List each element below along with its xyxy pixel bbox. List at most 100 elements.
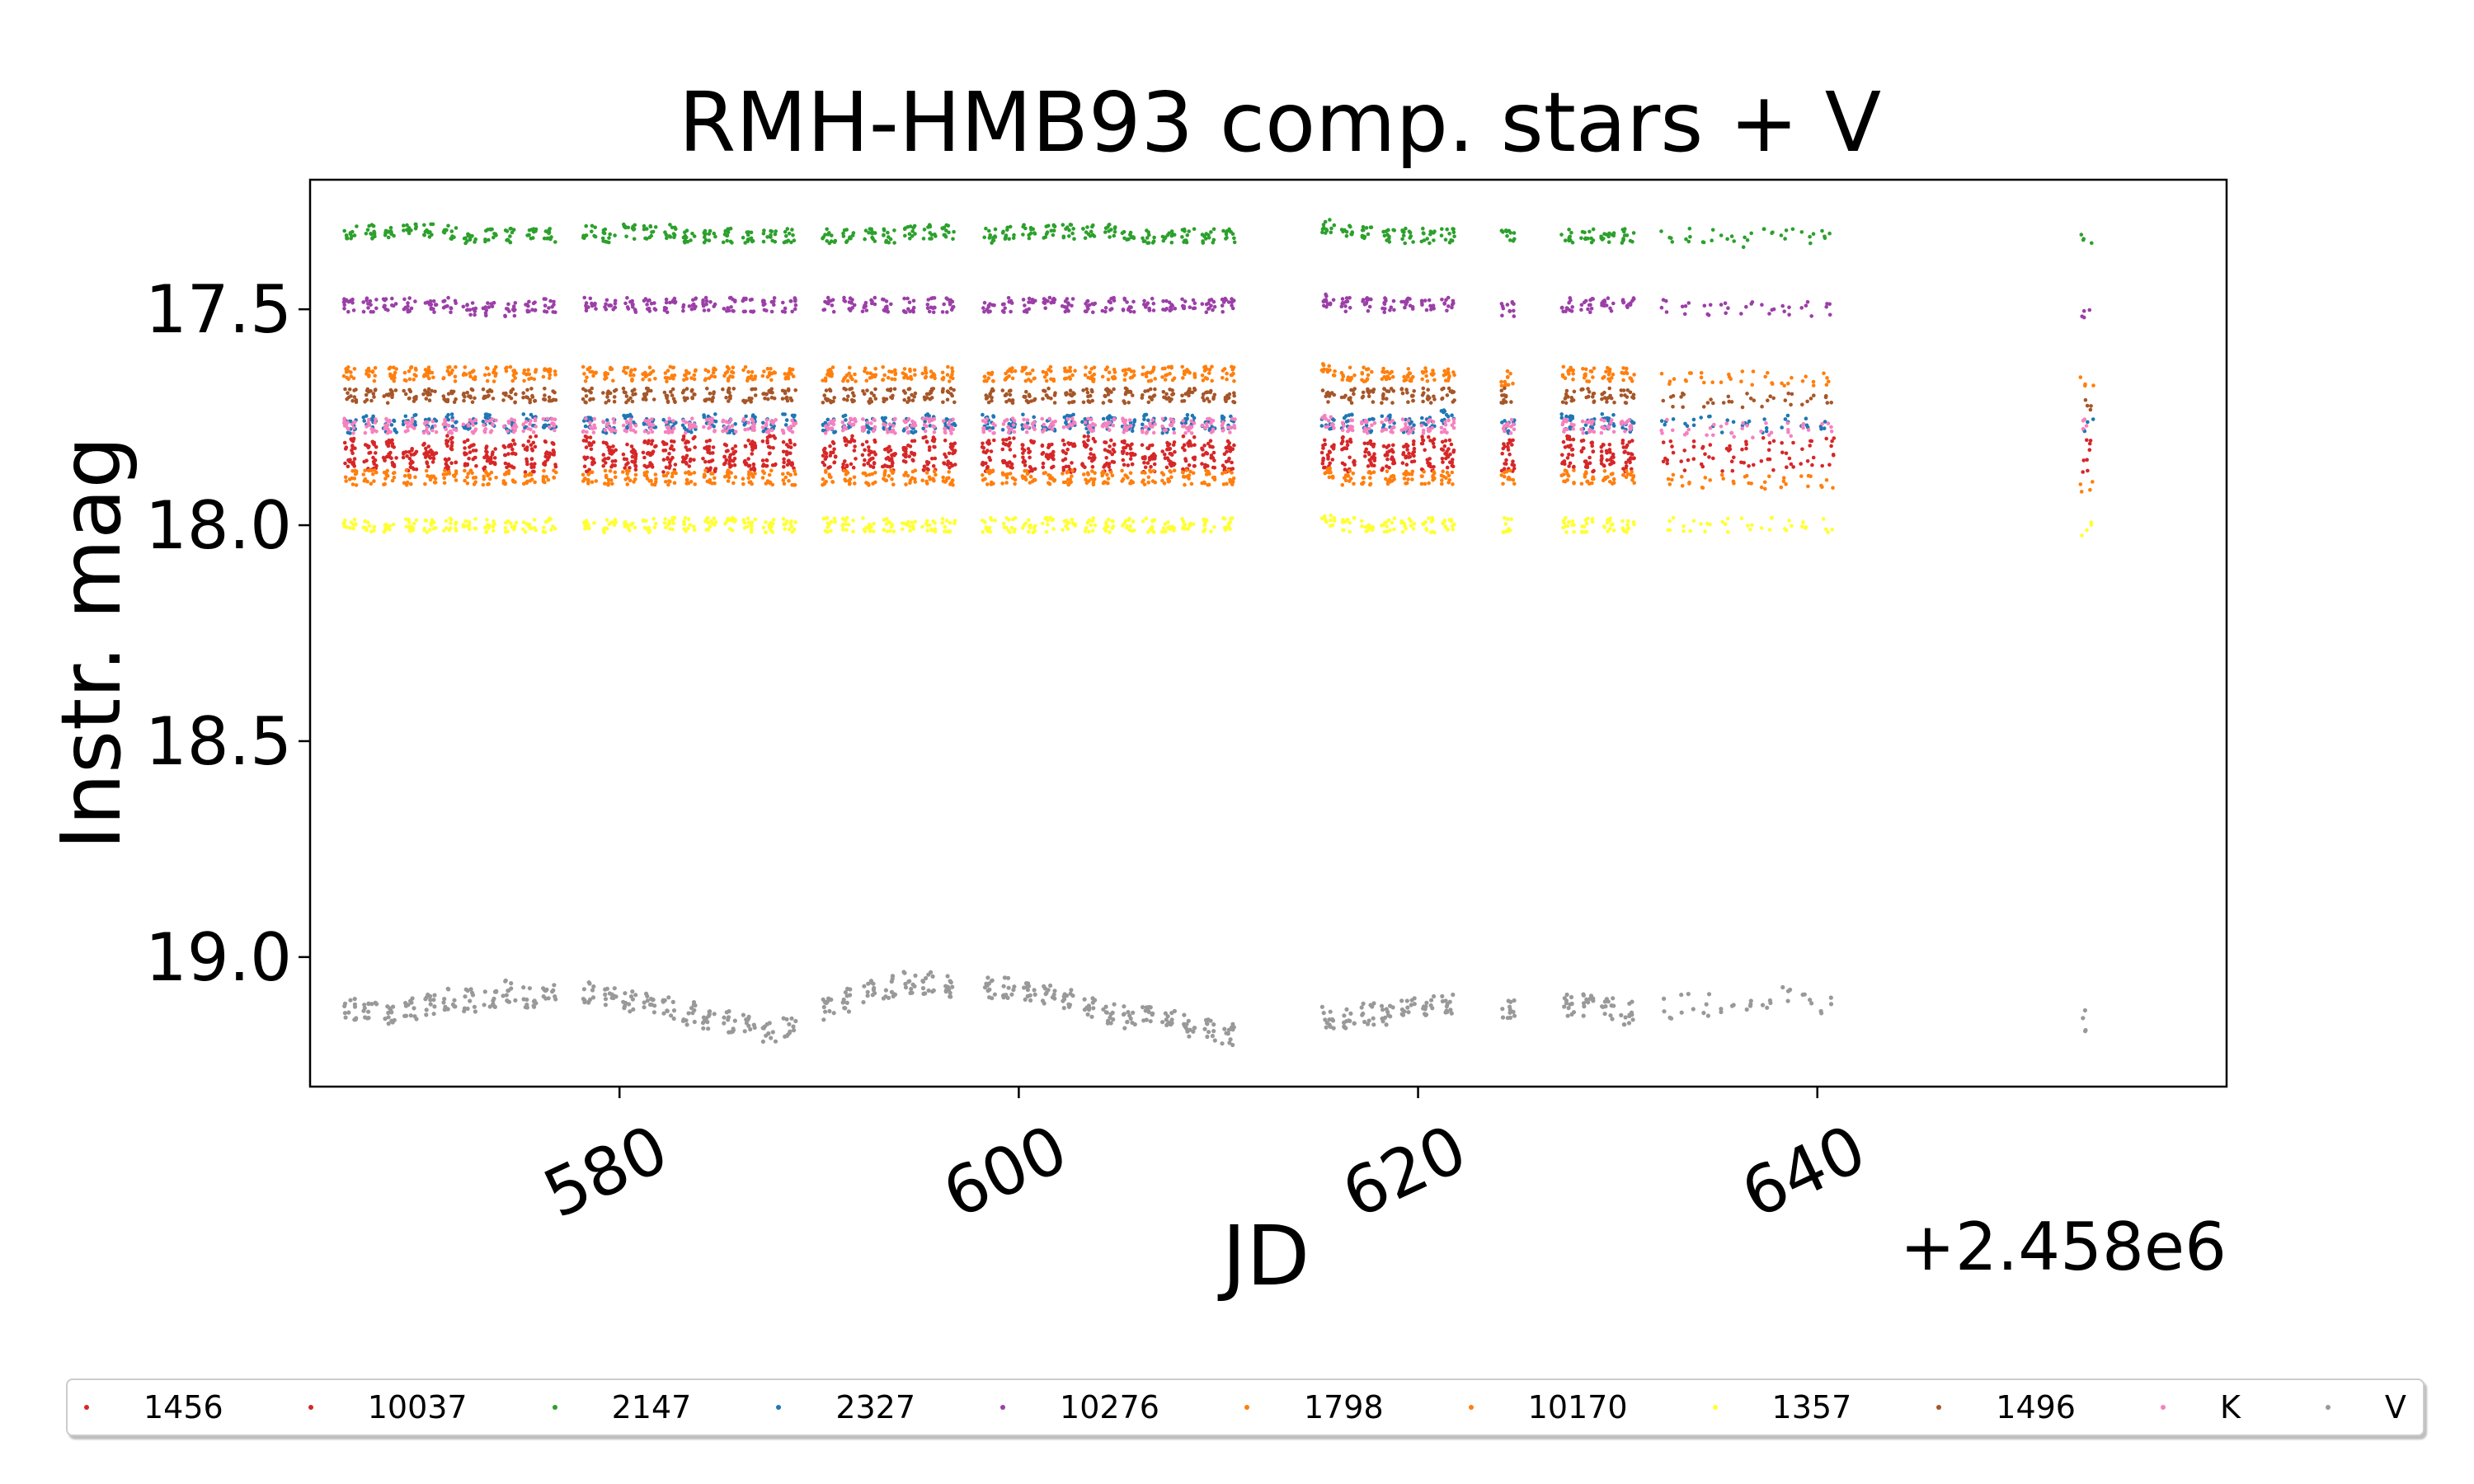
- data-point: [887, 235, 891, 239]
- data-point: [1324, 228, 1329, 232]
- data-point: [490, 453, 495, 457]
- data-point: [924, 460, 929, 464]
- data-point: [506, 468, 511, 473]
- data-point: [1401, 233, 1406, 238]
- data-point: [1031, 368, 1035, 373]
- data-point: [1132, 418, 1137, 422]
- data-point: [1583, 367, 1588, 372]
- data-point: [1410, 305, 1415, 309]
- data-point: [444, 228, 449, 232]
- data-point: [628, 478, 633, 483]
- data-point: [821, 428, 825, 433]
- data-point: [849, 236, 853, 241]
- data-point: [1148, 370, 1153, 375]
- data-point: [1145, 461, 1150, 465]
- data-point: [1759, 485, 1764, 490]
- data-point: [1183, 238, 1187, 243]
- data-point: [1450, 460, 1455, 465]
- data-point: [1143, 471, 1147, 475]
- data-point: [1169, 229, 1174, 233]
- data-point: [1165, 233, 1170, 237]
- data-point: [1021, 412, 1025, 417]
- data-point: [623, 301, 628, 306]
- data-point: [1507, 228, 1512, 233]
- data-point: [1683, 421, 1687, 426]
- data-point: [1590, 444, 1594, 448]
- data-point: [1445, 308, 1449, 313]
- data-point: [1411, 240, 1415, 244]
- data-point: [1631, 231, 1636, 235]
- data-point: [512, 527, 516, 532]
- data-point: [2081, 470, 2085, 474]
- data-point: [769, 299, 774, 304]
- data-point: [889, 302, 893, 307]
- data-point: [1747, 464, 1751, 468]
- data-point: [1001, 438, 1005, 442]
- data-point: [1061, 223, 1065, 228]
- data-point: [1348, 223, 1352, 228]
- data-point: [648, 461, 652, 465]
- data-point: [1824, 304, 1828, 309]
- data-point: [985, 482, 990, 486]
- data-point: [1421, 231, 1426, 236]
- data-point: [581, 364, 586, 369]
- data-point: [364, 414, 369, 418]
- data-point: [922, 464, 927, 469]
- data-point: [521, 527, 525, 532]
- data-point: [1507, 468, 1512, 473]
- data-point: [541, 477, 546, 481]
- data-point: [1146, 475, 1151, 480]
- data-point: [1428, 232, 1432, 237]
- data-point: [760, 476, 765, 480]
- data-point: [527, 299, 531, 304]
- data-point: [1725, 418, 1729, 422]
- data-point: [869, 231, 873, 235]
- data-point: [1093, 471, 1097, 475]
- data-point: [1560, 453, 1564, 458]
- data-point: [921, 435, 925, 440]
- data-point: [1000, 309, 1005, 313]
- data-point: [463, 426, 468, 430]
- data-point: [1799, 230, 1804, 234]
- data-point: [687, 304, 692, 308]
- data-point: [1031, 440, 1036, 445]
- data-point: [771, 434, 776, 439]
- data-point: [406, 301, 410, 305]
- data-point: [492, 235, 496, 240]
- data-point: [1084, 477, 1088, 482]
- data-point: [513, 308, 517, 312]
- data-point: [610, 481, 614, 486]
- data-point: [732, 463, 737, 467]
- data-point: [672, 235, 676, 240]
- data-point: [1366, 232, 1371, 237]
- data-point: [470, 234, 474, 238]
- data-point: [1142, 417, 1146, 422]
- data-point: [1689, 371, 1693, 375]
- data-point: [667, 452, 671, 456]
- data-point: [1687, 480, 1691, 485]
- data-point: [823, 299, 827, 304]
- data-point: [427, 235, 432, 239]
- data-point: [1201, 378, 1206, 383]
- data-point: [513, 480, 517, 484]
- data-point: [2088, 439, 2093, 443]
- data-point: [1762, 480, 1767, 485]
- data-point: [1682, 448, 1686, 453]
- data-point: [1392, 228, 1397, 232]
- data-point: [1703, 476, 1708, 480]
- data-point: [593, 225, 597, 230]
- data-point: [653, 377, 657, 381]
- data-point: [1149, 378, 1154, 383]
- data-point: [1065, 305, 1069, 309]
- data-point: [910, 458, 915, 463]
- data-point: [707, 376, 712, 381]
- data-point: [704, 444, 709, 449]
- data-point: [985, 469, 990, 474]
- data-point: [1027, 296, 1032, 301]
- data-point: [845, 378, 850, 383]
- data-point: [365, 479, 369, 484]
- data-point: [354, 472, 359, 476]
- data-point: [726, 468, 731, 472]
- data-point: [352, 517, 357, 522]
- data-point: [1719, 380, 1724, 385]
